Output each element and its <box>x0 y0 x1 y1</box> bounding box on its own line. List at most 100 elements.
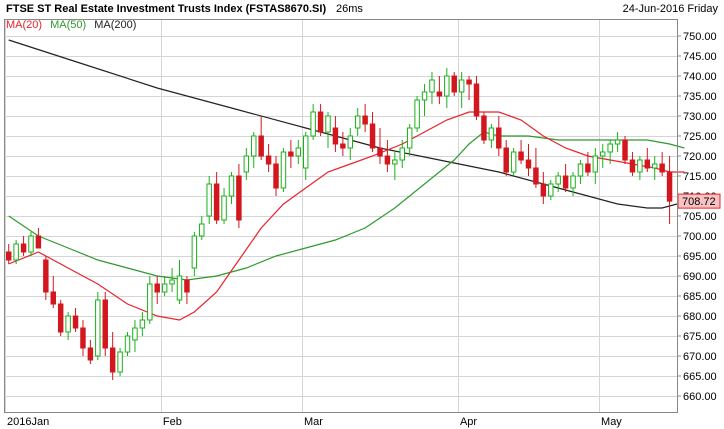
candle-body <box>496 127 502 149</box>
candle-body <box>132 327 138 341</box>
x-tick-label: Apr <box>460 416 477 428</box>
ma200-line <box>8 39 685 209</box>
candle <box>124 332 131 356</box>
candle <box>206 176 212 224</box>
candle-body <box>310 111 316 137</box>
y-tick-label: 685.00 <box>683 291 717 303</box>
candle <box>288 140 294 168</box>
candle <box>132 320 138 352</box>
candle-body <box>221 195 227 221</box>
x-tick-label: Feb <box>163 416 182 428</box>
candle-body <box>525 159 532 169</box>
candle-body <box>13 243 19 261</box>
candle-body <box>369 123 376 149</box>
candle-body <box>592 155 599 173</box>
candle <box>161 276 168 296</box>
candle-body <box>161 283 168 293</box>
candle-body <box>117 351 123 373</box>
candle-body <box>184 279 190 293</box>
candle-body <box>518 151 524 161</box>
candle-body <box>637 159 643 173</box>
candle <box>295 140 302 164</box>
candle-body <box>577 163 584 177</box>
candle-body <box>607 143 613 153</box>
candle-body <box>65 315 71 333</box>
candle-body <box>325 115 331 133</box>
candle-body <box>614 139 621 145</box>
candle-body <box>384 155 391 165</box>
y-tick-label: 670.00 <box>683 351 717 363</box>
candle-body <box>570 175 576 189</box>
candle-body <box>206 183 212 217</box>
candle <box>518 140 524 164</box>
candle-body <box>533 167 539 185</box>
candle <box>191 232 198 276</box>
candle <box>548 180 554 200</box>
candle <box>13 240 19 264</box>
candle-body <box>72 315 79 329</box>
candle-body <box>659 163 665 173</box>
candle-body <box>109 347 116 373</box>
y-tick-label: 750.00 <box>683 31 717 43</box>
candle-body <box>644 159 651 169</box>
candle-body <box>147 283 153 321</box>
candle <box>65 312 71 340</box>
legend-ma20: MA(20) <box>6 19 43 31</box>
chart-title: FTSE ST Real Estate Investment Trusts In… <box>6 3 327 15</box>
y-tick-label: 665.00 <box>683 371 717 383</box>
y-tick-label: 680.00 <box>683 311 717 323</box>
candle-body <box>154 283 160 293</box>
candle-body <box>243 155 250 173</box>
candle <box>199 216 205 240</box>
candle-body <box>421 91 428 101</box>
candle <box>503 140 509 176</box>
candle-body <box>295 147 302 157</box>
candle-body <box>622 139 628 161</box>
candle <box>310 104 316 140</box>
candle-body <box>510 151 517 173</box>
candle-body <box>236 175 242 221</box>
plot-border <box>4 19 678 413</box>
candle-body <box>585 163 591 173</box>
candle-body <box>429 79 435 93</box>
candle <box>154 276 160 304</box>
chart-legend: MA(20) MA(50) MA(200) <box>6 19 141 31</box>
candle-body <box>191 235 198 269</box>
candle <box>213 172 220 224</box>
candle <box>80 320 86 356</box>
candle <box>169 268 175 292</box>
candle <box>369 112 376 152</box>
candle <box>614 132 621 152</box>
candle <box>659 152 665 176</box>
candle <box>540 172 547 204</box>
candle-body <box>273 163 279 189</box>
candle <box>139 312 146 336</box>
candle <box>362 104 368 132</box>
candle <box>429 72 435 104</box>
candle <box>622 136 628 164</box>
candle <box>280 148 287 192</box>
candle-body <box>124 335 131 353</box>
candle <box>562 164 569 192</box>
candle-body <box>102 299 108 349</box>
candle-body <box>548 183 554 197</box>
candle <box>176 260 183 304</box>
candle <box>637 156 643 180</box>
candle <box>251 132 257 168</box>
candle-body <box>406 127 413 149</box>
candle-body <box>414 99 420 129</box>
candle <box>273 156 279 196</box>
candle <box>72 308 79 332</box>
y-tick-label: 730.00 <box>683 111 717 123</box>
candle <box>577 160 584 184</box>
candle <box>406 124 413 156</box>
candle-body <box>199 223 205 237</box>
candle-body <box>5 251 12 261</box>
candle <box>525 144 532 176</box>
candle-body <box>555 175 561 185</box>
legend-ma200: MA(200) <box>94 19 137 31</box>
x-tick-label: 2016Jan <box>7 416 49 428</box>
candle <box>43 256 49 300</box>
candle-body <box>436 91 443 97</box>
